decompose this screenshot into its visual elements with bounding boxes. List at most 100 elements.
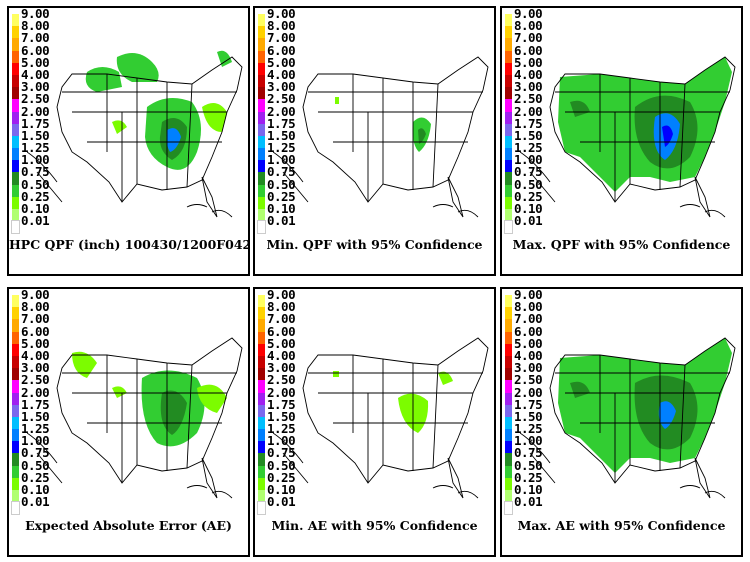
legend-label: 2.50 [267,372,296,388]
legend-label: 9.00 [21,6,50,21]
legend-entry: 8.00 [258,300,304,320]
legend-label: 6.00 [514,323,543,339]
legend-swatch [505,74,512,88]
panel-min-qpf: 9.00 8.00 7.00 6.00 5.00 4.00 3.00 2.50 2.00 1.75… [253,6,496,276]
legend-entry: 4.00 [12,349,58,369]
legend-swatch [505,62,512,75]
legend-label: 0.75 [21,164,50,180]
precip-map [27,50,243,218]
legend-swatch [11,220,20,235]
legend-entry: 2.00 [12,105,58,124]
legend-swatch [12,392,19,405]
legend-label: 6.00 [267,323,296,339]
legend-swatch [12,477,19,490]
legend-label: 1.50 [21,127,50,143]
legend-label: 1.75 [21,396,50,412]
precip-map [273,56,489,218]
precip-legend: 9.00 8.00 7.00 6.00 5.00 4.00 3.00 2.50 2.00 1.75… [257,8,304,235]
precip-legend: 9.00 8.00 7.00 6.00 5.00 4.00 3.00 2.50 2.00 1.75… [504,289,551,516]
legend-label: 0.10 [514,482,543,497]
legend-entry: 1.50 [258,129,304,149]
legend-swatch [505,135,512,149]
legend-swatch [505,123,512,136]
legend-label: 6.00 [514,42,543,58]
legend-entry: 3.00 [505,361,551,381]
legend-entry: 5.00 [258,56,304,75]
legend-entry: 1.00 [12,154,58,173]
legend-swatch [258,184,265,197]
legend-label: 0.10 [267,201,296,216]
legend-swatch [12,74,19,88]
legend-entry: 0.75 [505,447,551,466]
legend-label: 1.75 [267,396,296,412]
legend-entry: 0.10 [12,483,58,503]
legend-label: 7.00 [514,311,543,327]
legend-label: 1.50 [267,127,296,143]
legend-swatch [505,453,512,466]
legend-swatch [258,404,265,417]
legend-entry: 0.10 [505,483,551,503]
legend-label: 1.50 [514,408,543,424]
legend-label: 8.00 [514,299,543,315]
legend-entry: 9.00 [258,289,304,308]
legend-entry: 2.50 [12,93,58,112]
legend-label: 2.00 [514,103,543,119]
legend-label: 0.01 [514,494,543,510]
legend-label: 8.00 [514,18,543,34]
legend-entry: 1.75 [505,398,551,417]
legend-swatch [258,38,265,51]
legend-entry: 7.00 [505,32,551,51]
panel-max-ae: 9.00 8.00 7.00 6.00 5.00 4.00 3.00 2.50 2.00 1.75… [500,287,743,557]
legend-swatch [258,99,265,112]
legend-entry: 4.00 [505,68,551,88]
legend-swatch [258,307,265,320]
legend-label: 3.00 [21,360,50,376]
us-state-outlines [520,337,736,499]
legend-label: 9.00 [267,6,296,21]
legend-label: 1.00 [21,433,50,449]
legend-label: 1.25 [21,140,50,156]
legend-label: 1.75 [21,115,50,131]
legend-swatch [258,26,265,39]
legend-entry: 1.50 [12,129,58,149]
legend-entry: 9.00 [505,289,551,308]
legend-label: 7.00 [514,30,543,46]
legend-entry: 5.00 [505,337,551,356]
legend-entry: 5.00 [258,337,304,356]
legend-swatch [505,14,512,27]
legend-entry: 0.50 [258,178,304,197]
legend-label: 1.25 [21,421,50,437]
legend-entry: 1.50 [12,410,58,430]
legend-swatch [504,501,513,516]
legend-entry: 0.75 [12,447,58,466]
legend-swatch [258,135,265,149]
panel-expected-ae: 9.00 8.00 7.00 6.00 5.00 4.00 3.00 2.50 2.00 1.75… [7,287,250,557]
panel-min-ae: 9.00 8.00 7.00 6.00 5.00 4.00 3.00 2.50 2.00 1.75… [253,287,496,557]
legend-entry: 8.00 [505,300,551,320]
legend-label: 0.75 [514,445,543,461]
legend-swatch [12,148,19,161]
legend-label: 3.00 [21,79,50,95]
legend-label: 9.00 [21,287,50,302]
panel-max-qpf: 9.00 8.00 7.00 6.00 5.00 4.00 3.00 2.50 2.00 1.75… [500,6,743,276]
legend-swatch [12,295,19,308]
legend-entry: 9.00 [12,8,58,27]
legend-label: 0.10 [21,482,50,497]
legend-swatch [257,220,266,235]
legend-label: 0.10 [514,201,543,216]
legend-swatch [12,123,19,136]
legend-swatch [505,160,512,173]
legend-label: 3.00 [514,79,543,95]
legend-entry: 0.25 [505,190,551,209]
legend-entry: 6.00 [258,44,304,63]
legend-swatch [12,135,19,149]
legend-entry: 7.00 [258,32,304,51]
legend-entry: 6.00 [12,325,58,344]
legend-label: 0.50 [514,457,543,473]
legend-swatch [505,416,512,430]
legend-entry: 1.75 [505,117,551,136]
legend-swatch [12,319,19,332]
legend-label: 2.50 [267,91,296,107]
legend-label: 1.00 [21,152,50,168]
legend-entry: 6.00 [505,44,551,63]
